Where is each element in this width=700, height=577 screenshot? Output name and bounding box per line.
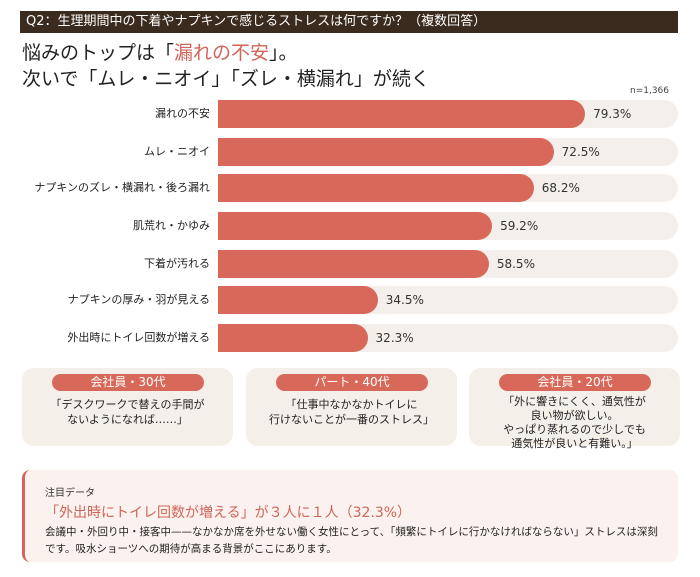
- value-label: 58.5%: [496, 257, 535, 271]
- question-header: Q2：生理期間中の下着やナプキンで感じるストレスは何ですか？（複数回答）: [20, 11, 678, 33]
- respondent-tag: パート・40代: [276, 374, 428, 391]
- quote-text: 「外に響きにくく、通気性が 良い物が欲しい。 やっぱり蒸れるので少しでも 通気性…: [503, 395, 646, 450]
- bar: [218, 324, 368, 352]
- value-label: 34.5%: [385, 293, 424, 307]
- headline-pre: 悩みのトップは「: [22, 42, 175, 64]
- note-label: 注目データ: [45, 488, 95, 499]
- respondent-tag: 会社員・20代: [499, 374, 651, 391]
- headline-post: 」。: [269, 42, 298, 64]
- bar-row: ナプキンのズレ・横漏れ・後ろ漏れ 68.2%: [0, 174, 700, 202]
- bar: [218, 250, 489, 278]
- bar: [218, 100, 586, 128]
- category-label: ナプキンの厚み・羽が見える: [67, 293, 210, 306]
- value-label: 32.3%: [375, 331, 414, 345]
- sample-size: n=1,366: [630, 86, 670, 96]
- value-label: 79.3%: [593, 107, 632, 121]
- quote-card: 会社員・30代「デスクワークで替えの手間が ないようになれば……」: [22, 368, 233, 446]
- value-label: 59.2%: [500, 219, 539, 233]
- bar-row: 外出時にトイレ回数が増える 32.3%: [0, 324, 700, 352]
- headline-accent: 漏れの不安: [174, 42, 270, 64]
- category-label: 漏れの不安: [155, 107, 210, 120]
- note-body: 会議中・外回り中・接客中——なかなか席を外せない働く女性にとって、「頻繁にトイレ…: [45, 526, 658, 555]
- value-label: 72.5%: [561, 145, 600, 159]
- quote-text: 「デスクワークで替えの手間が ないようになれば……」: [50, 398, 205, 426]
- quote-card: 会社員・20代「外に響きにくく、通気性が 良い物が欲しい。 やっぱり蒸れるので少…: [469, 368, 680, 450]
- category-label: ナプキンのズレ・横漏れ・後ろ漏れ: [34, 181, 210, 194]
- bar: [218, 174, 534, 202]
- bar-row: 下着が汚れる 58.5%: [0, 250, 700, 278]
- headline-line2: 次いで「ムレ・ニオイ」「ズレ・横漏れ」が続く: [22, 68, 430, 90]
- bar: [218, 138, 554, 166]
- quote-card: パート・40代「仕事中なかなかトイレに 行けないことが一番のストレス」: [246, 368, 457, 446]
- bar-row: ナプキンの厚み・羽が見える 34.5%: [0, 286, 700, 314]
- category-label: 肌荒れ・かゆみ: [133, 219, 210, 232]
- respondent-tag: 会社員・30代: [52, 374, 204, 391]
- highlight-note: 注目データ 「外出時にトイレ回数が増える」が３人に１人（32.3%） 会議中・外…: [22, 470, 678, 562]
- bar-row: 肌荒れ・かゆみ 59.2%: [0, 212, 700, 240]
- value-label: 68.2%: [541, 181, 580, 195]
- quote-text: 「仕事中なかなかトイレに 行けないことが一番のストレス」: [269, 398, 434, 426]
- headline-line1: 悩みのトップは「漏れの不安」。: [22, 38, 298, 65]
- bar-row: 漏れの不安 79.3%: [0, 100, 700, 128]
- category-label: 外出時にトイレ回数が増える: [67, 331, 210, 344]
- note-headline: 「外出時にトイレ回数が増える」が３人に１人（32.3%）: [45, 505, 412, 521]
- bar-row: ムレ・ニオイ 72.5%: [0, 138, 700, 166]
- category-label: 下着が汚れる: [144, 257, 210, 270]
- bar: [218, 286, 378, 314]
- category-label: ムレ・ニオイ: [144, 145, 210, 158]
- bar: [218, 212, 493, 240]
